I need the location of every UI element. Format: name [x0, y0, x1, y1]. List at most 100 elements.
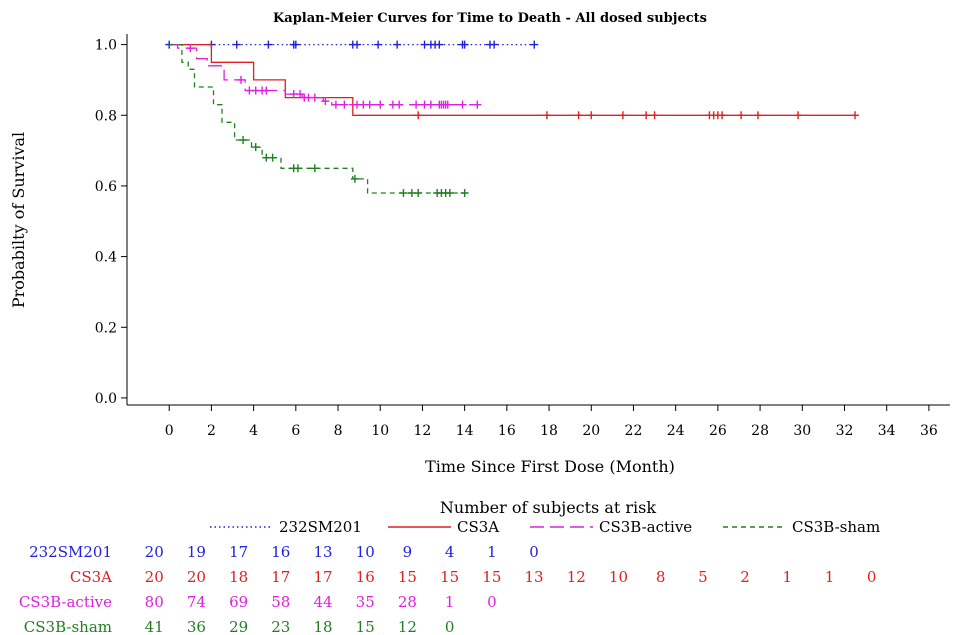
risk-count: 1 — [783, 568, 793, 586]
censor-mark — [310, 164, 319, 173]
x-tick-label: 12 — [414, 423, 432, 439]
censor-mark — [737, 111, 746, 120]
legend-label: CS3A — [457, 518, 499, 536]
x-tick-label: 10 — [371, 423, 389, 439]
series-layer — [165, 40, 860, 197]
risk-count: 15 — [356, 618, 375, 635]
censor-mark — [412, 100, 421, 109]
censor-mark — [310, 93, 319, 102]
censor-mark — [365, 100, 374, 109]
risk-count: 12 — [398, 618, 417, 635]
censor-mark — [445, 189, 454, 197]
censor-mark — [458, 100, 467, 109]
survival-curve — [169, 43, 465, 194]
risk-count: 4 — [445, 543, 455, 561]
censor-mark — [374, 40, 383, 49]
risk-row-label: CS3B-sham — [24, 618, 112, 635]
censor-mark — [186, 44, 195, 53]
risk-table-title: Number of subjects at risk — [440, 498, 656, 517]
y-tick-label: 1.0 — [95, 38, 117, 54]
risk-count: 20 — [187, 568, 206, 586]
risk-count: 35 — [356, 593, 375, 611]
risk-count: 10 — [356, 543, 375, 561]
y-tick-label: 0.6 — [95, 179, 117, 195]
risk-count: 20 — [145, 543, 164, 561]
censor-mark — [331, 100, 340, 109]
series-232SM201 — [165, 40, 539, 49]
censor-mark — [530, 40, 539, 49]
censor-mark — [293, 164, 302, 173]
legend-label: CS3B-sham — [792, 518, 880, 536]
risk-count: 1 — [825, 568, 835, 586]
censor-mark — [232, 40, 241, 49]
risk-count: 28 — [398, 593, 417, 611]
risk-count: 69 — [229, 593, 248, 611]
y-tick-label: 0.8 — [95, 108, 117, 124]
censor-mark — [642, 111, 651, 120]
censor-mark — [753, 111, 762, 120]
risk-count: 17 — [271, 568, 290, 586]
censor-mark — [426, 100, 435, 109]
risk-count: 16 — [356, 568, 375, 586]
censor-mark — [239, 136, 248, 144]
censor-mark — [650, 111, 659, 120]
censor-mark — [587, 111, 596, 120]
risk-count: 29 — [229, 618, 248, 635]
risk-count: 44 — [313, 593, 332, 611]
risk-count: 0 — [529, 543, 539, 561]
censor-mark — [574, 111, 583, 120]
risk-count: 13 — [525, 568, 544, 586]
risk-count: 2 — [740, 568, 750, 586]
risk-count: 17 — [313, 568, 332, 586]
censor-mark — [296, 90, 305, 99]
legend-label: 232SM201 — [279, 518, 362, 536]
risk-count: 12 — [567, 568, 586, 586]
risk-count: 16 — [271, 543, 290, 561]
y-axis-label: Probabilty of Survival — [9, 132, 28, 308]
censor-mark — [435, 40, 444, 49]
risk-count: 15 — [482, 568, 501, 586]
risk-count: 23 — [271, 618, 290, 635]
censor-mark — [414, 111, 423, 120]
x-tick-label: 0 — [165, 423, 174, 439]
x-tick-label: 36 — [920, 423, 938, 439]
y-tick-label: 0.2 — [95, 320, 117, 336]
x-tick-label: 34 — [878, 423, 896, 439]
censor-mark — [350, 174, 359, 183]
censor-mark — [268, 153, 277, 162]
risk-count: 15 — [398, 568, 417, 586]
risk-count: 0 — [487, 593, 497, 611]
risk-count: 18 — [313, 618, 332, 635]
x-tick-label: 32 — [836, 423, 854, 439]
survival-curve — [169, 43, 478, 106]
risk-count: 13 — [313, 543, 332, 561]
censor-mark — [340, 100, 349, 109]
censor-mark — [473, 100, 482, 109]
x-tick-label: 6 — [291, 423, 300, 439]
censor-mark — [321, 97, 330, 106]
censor-mark — [393, 40, 402, 49]
x-tick-label: 20 — [582, 423, 600, 439]
censor-mark — [542, 111, 551, 120]
censor-mark — [851, 111, 860, 120]
legend-label: CS3B-active — [599, 518, 692, 536]
censor-mark — [443, 100, 452, 109]
x-tick-label: 30 — [793, 423, 811, 439]
risk-count: 9 — [403, 543, 413, 561]
censor-mark — [376, 100, 385, 109]
y-tick-label: 0.0 — [95, 391, 117, 407]
censor-mark — [794, 111, 803, 120]
risk-count: 10 — [609, 568, 628, 586]
plot-axes: 0.00.20.40.60.81.00 2 4 6 8 10 12 14 16 18 20 22 24 2… — [95, 34, 950, 439]
x-tick-label: 26 — [709, 423, 727, 439]
x-tick-label: 18 — [540, 423, 558, 439]
risk-count: 36 — [187, 618, 206, 635]
censor-mark — [718, 111, 727, 120]
risk-row-label: CS3A — [70, 568, 112, 586]
legend: 232SM201 CS3A CS3B-active CS3B-sham — [210, 518, 880, 536]
censor-mark — [262, 86, 271, 95]
censor-mark — [618, 111, 627, 120]
risk-count: 17 — [229, 543, 248, 561]
survival-curve — [169, 43, 855, 116]
